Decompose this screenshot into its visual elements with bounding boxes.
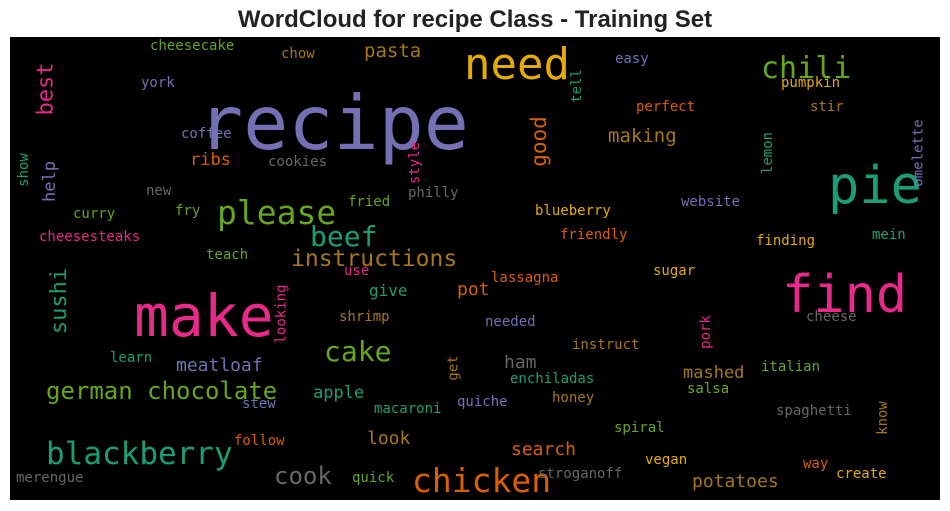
word-need: need [464,39,570,90]
word-macaroni: macaroni [374,401,442,417]
word-lemon: lemon [760,131,777,175]
word-best: best [32,62,58,115]
word-looking: looking [273,283,290,344]
word-sushi: sushi [47,267,73,335]
word-pie: pie [828,156,922,216]
word-blueberry: blueberry [535,203,611,219]
word-get: get [445,354,462,381]
word-spaghetti: spaghetti [776,403,852,419]
word-look: look [367,428,411,449]
word-salsa: salsa [687,381,730,397]
word-shrimp: shrimp [339,309,390,325]
word-finding: finding [756,233,816,249]
word-lassagna: lassagna [491,270,559,286]
word-vegan: vegan [645,452,688,468]
word-pork: pork [697,315,714,349]
word-spiral: spiral [614,420,665,436]
word-fried: fried [348,194,391,210]
word-use: use [344,263,370,279]
word-quick: quick [352,470,395,486]
word-cookies: cookies [268,154,328,170]
wordcloud-canvas: recipe make find pie need please chicken blackb… [10,37,940,500]
word-german-chocolate: german chocolate [46,377,278,405]
word-stroganoff: stroganoff [538,466,623,482]
word-enchiladas: enchiladas [510,371,595,387]
word-cake: cake [324,335,392,368]
word-good: good [526,116,551,167]
word-philly: philly [408,185,459,201]
word-find: find [782,265,908,325]
word-merengue: merengue [16,470,84,486]
word-follow: follow [234,433,285,449]
word-potatoes: potatoes [692,471,779,492]
word-meatloaf: meatloaf [176,355,263,376]
word-instructions: instructions [291,246,458,272]
word-fry: fry [175,203,201,219]
word-style: style [407,141,424,185]
word-create: create [836,466,887,482]
word-easy: easy [615,51,649,67]
word-ribs: ribs [190,150,231,170]
word-mein: mein [872,227,906,243]
word-chicken: chicken [412,461,552,500]
word-cook: cook [274,462,332,490]
word-ham: ham [504,352,537,373]
word-way: way [803,456,829,472]
word-curry: curry [73,206,116,222]
word-friendly: friendly [560,227,628,243]
word-apple: apple [313,383,365,403]
word-italian: italian [761,359,821,375]
word-search: search [511,439,577,460]
word-coffee: coffee [181,126,232,142]
chart-title: WordCloud for recipe Class - Training Se… [237,6,713,33]
word-chili: chili [761,51,852,86]
word-teach: teach [206,247,249,263]
word-give: give [369,281,408,300]
word-know: know [874,401,891,435]
word-website: website [681,194,741,210]
word-mashed: mashed [683,363,745,383]
word-learn: learn [110,350,153,366]
word-show: show [15,153,32,187]
word-making: making [608,125,677,147]
word-cheesesteaks: cheesesteaks [39,229,141,245]
word-stew: stew [242,396,276,412]
word-blackberry: blackberry [46,436,233,472]
word-help: help [39,161,60,202]
word-tell: tell [568,69,585,103]
word-stir: stir [810,99,844,115]
word-needed: needed [485,314,536,330]
word-sugar: sugar [653,263,696,279]
word-perfect: perfect [636,99,696,115]
word-pumpkin: pumpkin [781,75,841,91]
word-beef: beef [310,220,378,253]
word-honey: honey [552,390,595,406]
word-omelette: omelette [910,118,927,187]
word-pasta: pasta [364,40,422,62]
word-quiche: quiche [457,394,508,410]
word-please: please [217,193,337,232]
word-recipe: recipe [198,79,469,167]
word-cheese: cheese [806,309,857,325]
word-chow: chow [281,46,315,62]
word-new: new [146,183,172,199]
word-make: make [134,282,274,350]
word-york: york [141,75,175,91]
word-pot: pot [457,279,490,300]
word-instruct: instruct [572,337,640,353]
word-cheesecake: cheesecake [150,38,235,54]
